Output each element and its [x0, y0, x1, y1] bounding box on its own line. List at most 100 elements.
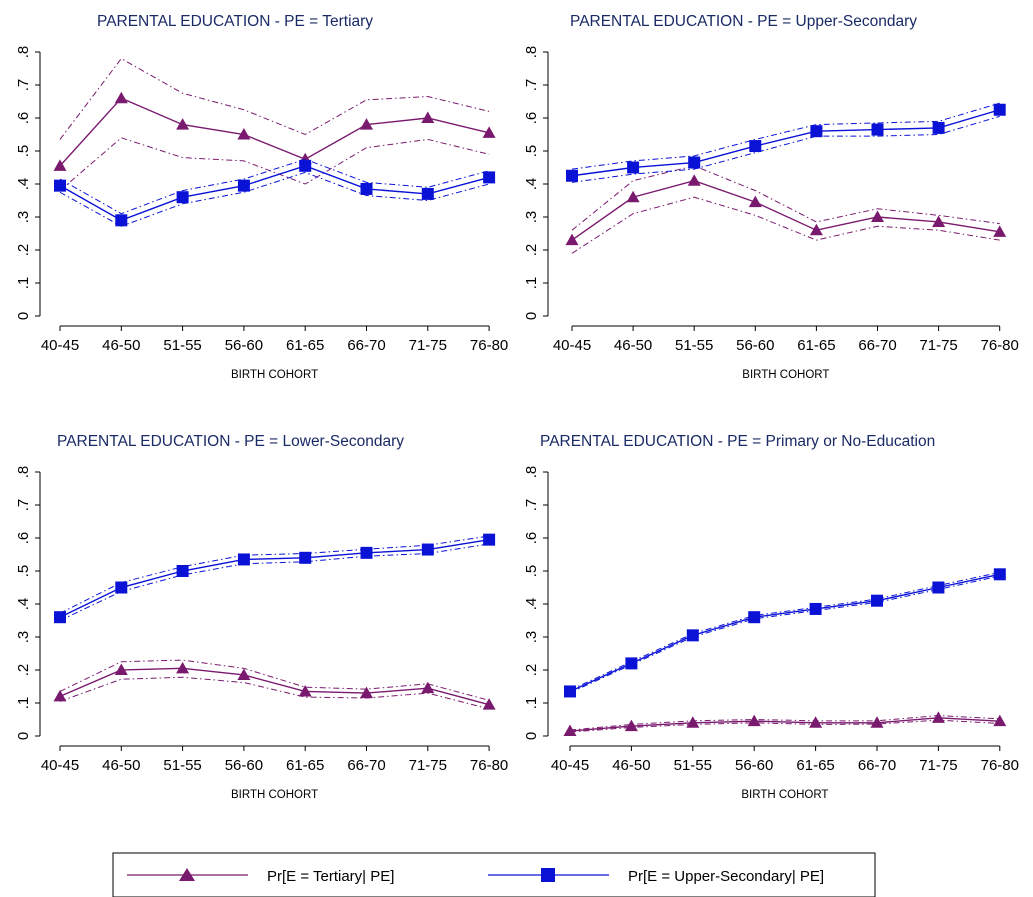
x-tick-label: 66-70	[347, 757, 385, 774]
y-tick-label: .4	[523, 598, 540, 611]
data-point-square	[421, 187, 434, 200]
data-point-square	[993, 568, 1006, 581]
data-point-triangle	[114, 663, 128, 675]
legend-marker-tertiary	[179, 868, 195, 881]
data-point-triangle	[565, 233, 579, 246]
ci-upper-line	[569, 571, 1000, 691]
data-point-square	[421, 543, 434, 556]
ci-upper-line	[59, 158, 490, 215]
y-tick-label: .5	[15, 145, 32, 158]
data-point-square	[993, 103, 1006, 116]
legend-label-tertiary: Pr[E = Tertiary| PE]	[267, 868, 394, 885]
x-tick-label: 76-80	[470, 757, 508, 774]
y-tick-label: .6	[15, 112, 32, 125]
x-tick-label: 76-80	[470, 337, 508, 354]
x-tick-label: 71-75	[919, 757, 957, 774]
data-point-triangle	[114, 91, 128, 104]
y-tick-label: .6	[523, 532, 540, 545]
data-point-square	[932, 121, 945, 134]
y-tick-label: 0	[523, 732, 540, 740]
y-tick-label: .4	[15, 178, 32, 191]
data-point-triangle	[747, 714, 761, 727]
data-point-triangle	[748, 195, 762, 208]
data-point-triangle	[687, 174, 701, 186]
data-point-square	[483, 171, 496, 184]
y-tick-label: 0	[523, 312, 540, 320]
series-line	[571, 179, 1000, 241]
y-tick-label: .4	[523, 178, 540, 191]
x-tick-label: 66-70	[858, 337, 896, 354]
series-line	[59, 165, 490, 222]
data-point-triangle	[482, 126, 496, 138]
data-point-triangle	[870, 716, 884, 728]
data-point-square	[748, 611, 761, 624]
ci-lower-line	[571, 115, 1000, 183]
series-line	[59, 667, 490, 706]
series-line	[569, 717, 1000, 732]
x-tick-label: 66-70	[858, 757, 896, 774]
chart-panel: PARENTAL EDUCATION - PE = Tertiary 0 .1 .2.…	[15, 13, 508, 381]
data-point-triangle	[871, 210, 884, 222]
x-tick-label: 61-65	[286, 757, 324, 774]
x-tick-label: 46-50	[102, 337, 140, 354]
data-point-triangle	[686, 716, 700, 728]
y-tick-label: .7	[523, 499, 540, 512]
y-tick-label: .7	[523, 79, 540, 92]
data-point-square	[483, 533, 496, 546]
data-point-square	[932, 581, 945, 594]
y-tick-label: .5	[523, 565, 540, 578]
chart-title: PARENTAL EDUCATION - PE = Upper-Secondar…	[570, 13, 917, 30]
data-point-triangle	[176, 661, 190, 674]
x-tick-label: 76-80	[981, 757, 1019, 774]
data-point-square	[625, 657, 638, 670]
x-tick-label: 40-45	[41, 337, 79, 354]
y-tick-label: .8	[15, 466, 32, 479]
y-tick-label: .2	[523, 244, 540, 257]
data-point-square	[237, 553, 250, 566]
data-point-square	[627, 161, 640, 174]
x-tick-label: 46-50	[612, 757, 650, 774]
chart-panel: PARENTAL EDUCATION - PE = Upper-Secondar…	[523, 13, 1019, 381]
y-tick-label: .2	[15, 244, 32, 257]
data-point-triangle	[53, 689, 67, 702]
x-axis-title: BIRTH COHORT	[741, 789, 828, 801]
x-tick-label: 56-60	[225, 757, 263, 774]
y-tick-label: .1	[523, 277, 540, 290]
ci-upper-line	[59, 57, 490, 140]
x-tick-label: 66-70	[347, 337, 385, 354]
data-point-triangle	[176, 118, 190, 130]
data-point-triangle	[237, 668, 251, 680]
x-tick-label: 61-65	[796, 757, 834, 774]
chart-title: PARENTAL EDUCATION - PE = Lower-Secondar…	[57, 433, 404, 450]
x-axis-title: BIRTH COHORT	[231, 369, 318, 381]
x-tick-label: 51-55	[163, 757, 201, 774]
chart-panels: PARENTAL EDUCATION - PE = Tertiary 0 .1 .2.…	[15, 13, 1019, 801]
y-tick-label: .1	[15, 697, 32, 710]
ci-lower-line	[569, 719, 1000, 733]
data-point-triangle	[932, 215, 946, 227]
data-point-square	[564, 685, 576, 698]
y-tick-label: .8	[523, 46, 540, 59]
chart-title: PARENTAL EDUCATION - PE = Tertiary	[97, 13, 373, 30]
data-point-square	[115, 214, 128, 227]
data-point-square	[566, 169, 578, 182]
ci-upper-line	[59, 535, 490, 614]
y-tick-label: .1	[523, 697, 540, 710]
data-point-square	[810, 125, 823, 138]
data-point-triangle	[993, 714, 1007, 727]
y-tick-label: .3	[15, 211, 32, 224]
y-tick-label: .7	[15, 499, 32, 512]
data-point-square	[299, 551, 312, 564]
x-axis-title: BIRTH COHORT	[742, 369, 829, 381]
chart-panel: PARENTAL EDUCATION - PE = Lower-Secondar…	[15, 433, 508, 801]
y-tick-label: .4	[15, 598, 32, 611]
x-tick-label: 46-50	[614, 337, 652, 354]
ci-lower-line	[59, 543, 490, 621]
y-tick-label: .2	[15, 664, 32, 677]
data-point-square	[360, 546, 373, 559]
y-tick-label: .3	[523, 631, 540, 644]
data-point-square	[176, 565, 189, 577]
y-tick-label: .2	[523, 664, 540, 677]
y-tick-label: 0	[15, 732, 32, 740]
